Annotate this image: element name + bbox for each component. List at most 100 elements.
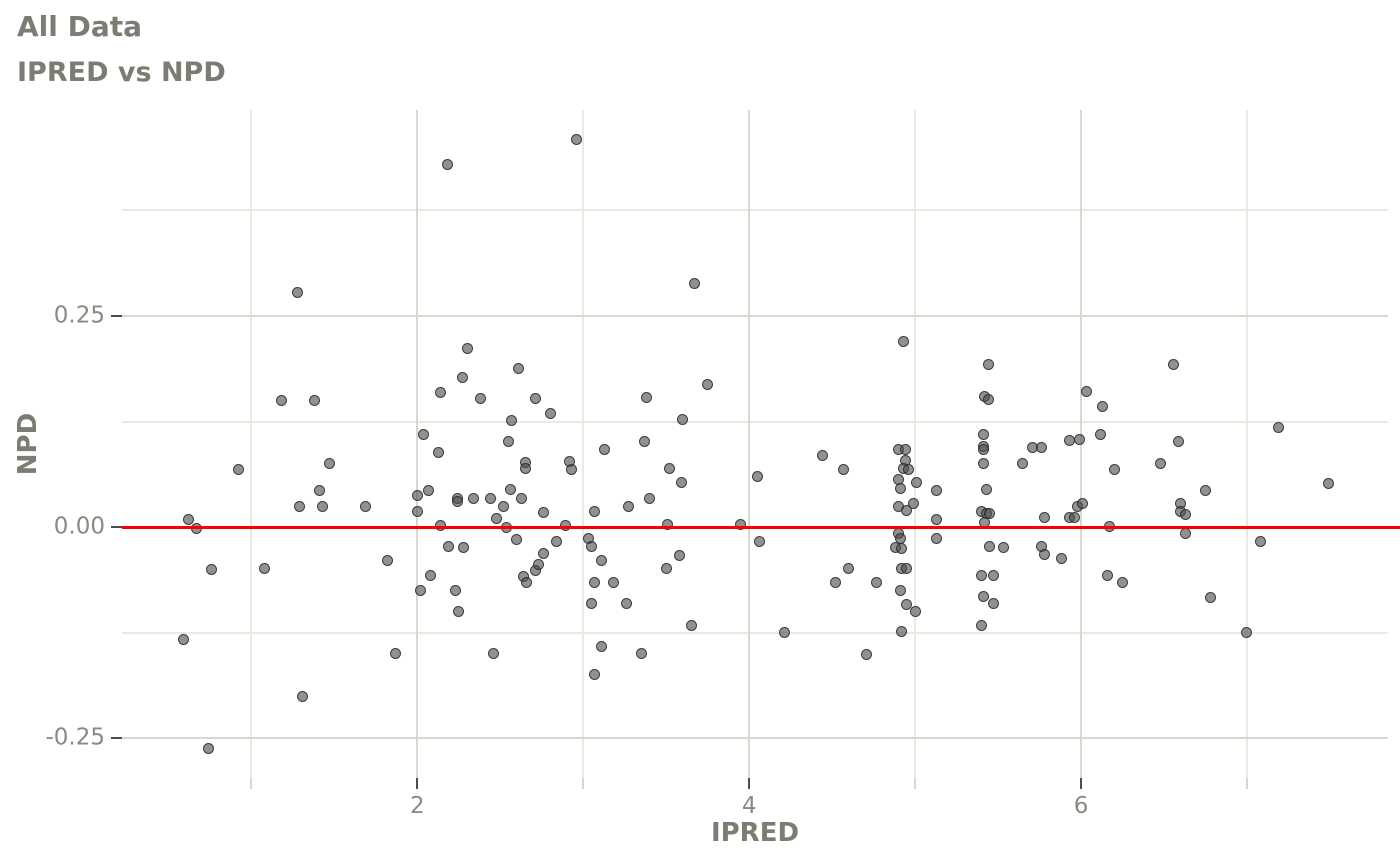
data-point [294, 501, 306, 513]
y-tick-label: -0.25 [45, 724, 105, 751]
y-major-tick-mark [111, 526, 122, 529]
data-point [498, 500, 510, 512]
data-point [753, 536, 765, 548]
x-minor-gridline [1245, 110, 1248, 778]
data-point [975, 569, 987, 581]
y-major-tick-mark [111, 315, 122, 318]
data-point [1272, 422, 1284, 434]
data-point [838, 464, 850, 476]
data-point [1035, 442, 1047, 454]
data-point [566, 464, 578, 476]
data-point [491, 513, 503, 525]
x-major-gridline [416, 110, 419, 778]
data-point [982, 358, 994, 370]
data-point [901, 504, 913, 516]
data-point [898, 335, 909, 347]
data-point [468, 492, 480, 504]
data-point [544, 407, 556, 419]
x-minor-tick-mark [250, 778, 253, 789]
data-point [1077, 498, 1089, 510]
data-point [317, 500, 329, 512]
data-point [521, 577, 533, 589]
data-point [622, 500, 634, 512]
data-point [977, 428, 989, 440]
x-minor-gridline [250, 110, 253, 778]
data-point [751, 471, 763, 482]
data-point [313, 485, 325, 497]
data-point [453, 606, 465, 618]
data-point [1080, 385, 1092, 397]
data-point [589, 506, 601, 518]
data-point [551, 536, 563, 548]
x-major-gridline [748, 110, 751, 778]
data-point [644, 492, 656, 504]
x-axis-label: IPRED [710, 818, 800, 848]
data-point [532, 558, 544, 570]
y-major-gridline [122, 315, 1388, 318]
data-point [461, 343, 473, 355]
data-point [571, 134, 583, 146]
data-point [640, 392, 652, 404]
data-point [931, 514, 943, 526]
data-point [297, 690, 309, 702]
data-point [206, 563, 218, 575]
data-point [484, 492, 496, 504]
y-axis-label: NPD [13, 412, 43, 476]
data-point [537, 507, 549, 519]
data-point [735, 519, 747, 531]
data-point [861, 649, 873, 661]
y-minor-gridline [122, 209, 1388, 212]
data-point [425, 569, 437, 581]
data-point [982, 394, 994, 406]
zero-reference-line [122, 525, 1400, 529]
data-point [997, 541, 1009, 553]
data-point [894, 482, 906, 494]
data-point [529, 393, 541, 405]
data-point [596, 555, 608, 567]
data-point [674, 549, 685, 561]
x-major-tick-mark [748, 778, 751, 789]
data-point [488, 647, 500, 659]
data-point [504, 483, 516, 495]
x-major-tick-mark [1080, 778, 1083, 789]
data-point [411, 506, 423, 518]
data-point [441, 158, 453, 170]
data-point [1068, 512, 1080, 524]
data-point [635, 647, 647, 659]
data-point [620, 597, 632, 609]
data-point [435, 519, 447, 531]
plot-title: All Data [17, 10, 143, 43]
x-major-tick-mark [416, 778, 419, 789]
data-point [589, 577, 601, 589]
data-point [418, 428, 430, 440]
data-point [411, 489, 423, 501]
data-point [980, 483, 992, 495]
data-point [1108, 464, 1120, 476]
data-point [829, 577, 841, 589]
data-point [901, 563, 913, 575]
data-point [662, 519, 674, 531]
data-point [639, 435, 651, 447]
data-point [292, 286, 304, 298]
data-point [503, 436, 515, 448]
data-point [901, 598, 913, 610]
data-point [308, 395, 320, 406]
data-point [899, 443, 911, 455]
x-minor-tick-mark [914, 778, 917, 789]
data-point [182, 514, 194, 526]
x-tick-label: 2 [410, 793, 425, 819]
data-point [202, 742, 214, 754]
data-point [677, 414, 689, 426]
data-point [599, 443, 611, 455]
data-point [323, 457, 335, 469]
data-point [894, 585, 906, 597]
data-point [586, 541, 598, 553]
data-point [977, 590, 989, 602]
data-point [458, 541, 470, 553]
data-point [390, 648, 402, 660]
x-minor-gridline [582, 110, 585, 778]
data-point [907, 498, 919, 510]
y-tick-label: 0.00 [53, 513, 105, 540]
data-point [660, 563, 672, 575]
